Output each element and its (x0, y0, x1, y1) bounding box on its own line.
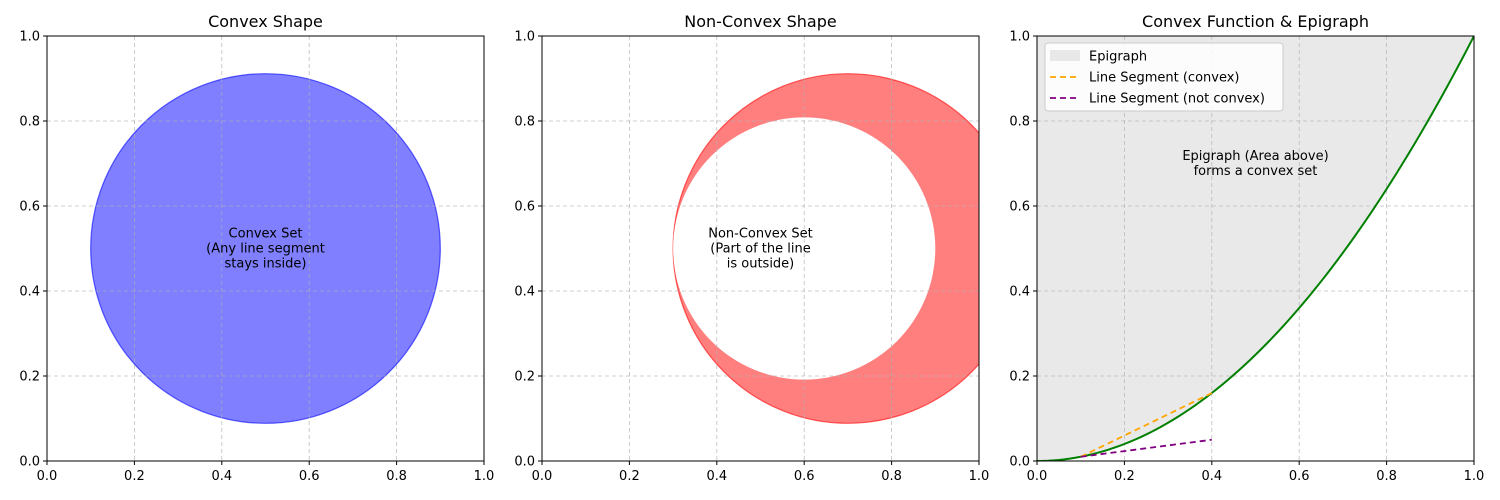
x-tick-label: 0.6 (299, 469, 320, 484)
y-tick-label: 0.0 (514, 455, 535, 470)
y-tick-label: 0.2 (1009, 370, 1030, 385)
y-tick-label: 0.8 (514, 115, 535, 130)
x-tick-label: 0.2 (124, 469, 145, 484)
x-tick-label: 0.4 (706, 469, 727, 484)
x-tick-label: 0.6 (794, 469, 815, 484)
y-tick-label: 0.4 (1009, 285, 1030, 300)
axes-frame (46, 35, 485, 462)
axes-frame (1036, 35, 1475, 462)
legend-label: Line Segment (not convex) (1089, 92, 1265, 107)
legend-label: Line Segment (convex) (1089, 71, 1240, 86)
plot-area: 0.0 0.2 0.4 0.6 0.8 1.0 0.0 0.2 0.4 0.6 0.8 1.0 Non-… (514, 30, 990, 485)
annotation-text: (Any line segment (206, 242, 325, 257)
y-tick-label: 1.0 (514, 30, 535, 45)
y-tick-label: 0.4 (19, 285, 40, 300)
y-tick-label: 0.6 (1009, 200, 1030, 215)
y-tick-label: 0.2 (514, 370, 535, 385)
annotation-text: stays inside) (225, 257, 307, 272)
panel-convex-shape: Convex Shape 0.0 0.2 0.4 0.6 0.8 1.0 0.0 0.2 0.4… (19, 12, 494, 484)
annotation-text: forms a convex set (1194, 164, 1318, 179)
x-tick-label: 0.2 (619, 469, 640, 484)
x-tick-label: 0.0 (1027, 469, 1048, 484)
y-tick-label: 0.2 (19, 370, 40, 385)
plot-content (1037, 36, 1474, 461)
x-tick-label: 1.0 (1464, 469, 1485, 484)
panel-title: Non-Convex Shape (684, 12, 836, 31)
y-tick-label: 0.6 (19, 200, 40, 215)
panel-title: Convex Shape (208, 12, 323, 31)
annotation-text: (Part of the line (710, 242, 810, 257)
shape-circle (90, 73, 441, 424)
x-tick-label: 0.8 (386, 469, 407, 484)
y-tick-label: 0.0 (19, 455, 40, 470)
plot-area: 0.0 0.2 0.4 0.6 0.8 1.0 0.0 0.2 0.4 0.6 0.8 1.0 Epig… (1009, 30, 1484, 485)
y-tick-label: 1.0 (1009, 30, 1030, 45)
legend-swatch (1050, 50, 1080, 61)
plot-content (47, 36, 484, 461)
x-tick-label: 0.6 (1289, 469, 1310, 484)
panel-non-convex-shape: Non-Convex Shape 0.0 0.2 0.4 0.6 0.8 1.00.00.… (514, 12, 990, 485)
annotation-text: Epigraph (Area above) (1182, 149, 1328, 164)
annotation-text: Convex Set (229, 227, 303, 242)
legend-label: Epigraph (1089, 50, 1147, 65)
function-curve (1037, 36, 1474, 461)
legend-box (1044, 42, 1284, 112)
y-tick-label: 0.8 (19, 115, 40, 130)
x-tick-label: 0.0 (532, 469, 553, 484)
x-tick-label: 0.4 (211, 469, 232, 484)
epigraph-fill (1037, 36, 1474, 461)
y-tick-label: 0.8 (1009, 115, 1030, 130)
panel-convex-function: Convex Function & Epigraph 0.0 0.2 0.4 0.6 0… (1009, 12, 1484, 484)
plot-content (542, 36, 979, 461)
y-tick-label: 0.6 (514, 200, 535, 215)
x-tick-label: 1.0 (969, 469, 990, 484)
nonconvex-segment-line (1080, 438, 1212, 458)
convex-segment-line (1080, 392, 1213, 458)
x-tick-label: 0.8 (881, 469, 902, 484)
plot-area: 0.0 0.2 0.4 0.6 0.8 1.0 0.0 0.2 0.4 0.6 0.8 1.0 Conv… (19, 30, 494, 485)
x-tick-label: 0.2 (1114, 469, 1135, 484)
x-tick-label: 1.0 (474, 469, 495, 484)
x-tick-label: 0.8 (1376, 469, 1397, 484)
axes-frame (541, 35, 980, 462)
y-tick-label: 0.4 (514, 285, 535, 300)
y-tick-label: 0.0 (1009, 455, 1030, 470)
x-tick-label: 0.0 (37, 469, 58, 484)
y-tick-label: 1.0 (19, 30, 40, 45)
x-tick-label: 0.4 (1201, 469, 1222, 484)
panel-title: Convex Function & Epigraph (1142, 12, 1369, 31)
annotation-text: Non-Convex Set (708, 227, 813, 242)
annotation-text: is outside) (727, 257, 795, 272)
